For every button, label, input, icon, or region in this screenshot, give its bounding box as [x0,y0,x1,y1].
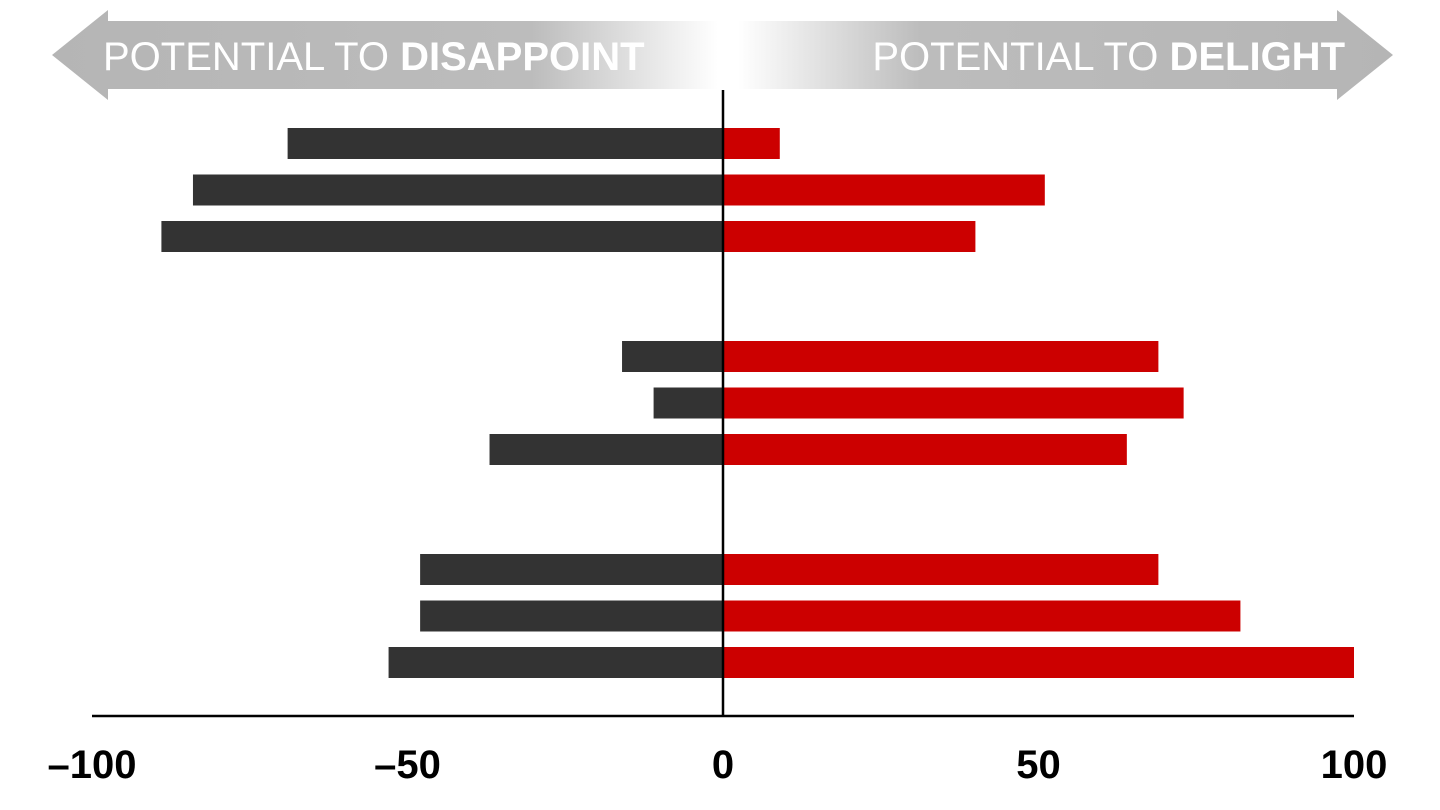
delight-bar-g1-r3 [723,221,976,252]
left-arrow-label-prefix: POTENTIAL TO [103,35,400,79]
right-arrow-label: POTENTIAL TO DELIGHT [872,35,1345,79]
x-tick-label: 100 [1321,743,1388,787]
disappoint-bar-g3-r1 [420,554,723,585]
right-arrow-shape [738,10,1393,100]
delight-bar-g1-r2 [723,174,1045,206]
x-tick-label: –50 [374,743,441,787]
x-tick-label: –100 [48,743,137,787]
x-axis-ticks: –100 –50 0 50 100 [48,743,1388,787]
disappoint-bar-g3-r3 [388,647,723,678]
right-arrow-label-bold: DELIGHT [1169,35,1345,79]
disappoint-bar-g2-r3 [489,434,723,465]
delight-bar-g3-r3 [723,647,1354,678]
delight-bar-g1-r1 [723,128,780,159]
delight-bar-g2-r2 [723,387,1184,419]
disappoint-bar-g1-r2 [192,174,723,206]
disappoint-bar-g1-r3 [161,221,723,252]
bars-layer [161,128,1354,678]
disappoint-bar-g1-r1 [287,128,723,159]
delight-bar-g3-r1 [723,554,1159,585]
disappoint-bar-g2-r1 [622,341,723,372]
x-tick-label: 50 [1016,743,1061,787]
left-arrow-label-bold: DISAPPOINT [400,35,644,79]
disappoint-bar-g3-r2 [420,600,723,632]
delight-bar-g2-r1 [723,341,1159,372]
left-arrow-shape [52,10,718,100]
left-arrow-label: POTENTIAL TO DISAPPOINT [103,35,645,79]
right-arrow-label-prefix: POTENTIAL TO [872,35,1169,79]
disappoint-bar-g2-r2 [653,387,723,419]
delight-bar-g3-r2 [723,600,1241,632]
delight-bar-g2-r3 [723,434,1127,465]
x-tick-label: 0 [712,743,734,787]
